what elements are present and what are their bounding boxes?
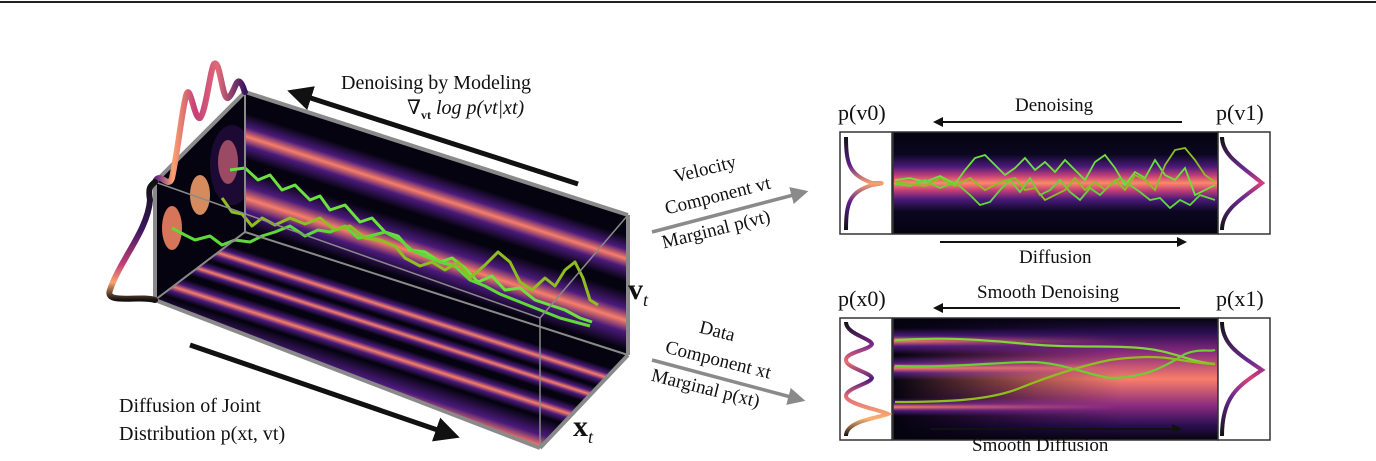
axis-x-label: xt [573, 410, 594, 447]
velocity-trajectories [894, 147, 1216, 210]
velocity-branch-arrow [651, 187, 809, 234]
joint-diffusion-label: Diffusion of Joint [119, 395, 261, 417]
diffusion-arrow [189, 342, 460, 442]
joint-left-marginal-curve [106, 179, 158, 303]
data-multimodal-bands [893, 318, 1218, 440]
denoising-modeling-label: Denoising by Modeling [341, 72, 531, 94]
p-x1-label: p(x1) [1216, 286, 1264, 311]
p-v1-curve [1220, 136, 1266, 231]
smooth-diffusion-label: Smooth Diffusion [972, 435, 1109, 456]
p-x1-curve [1220, 321, 1266, 437]
data-panel [839, 303, 1271, 441]
velocity-diffusion-label: Diffusion [1019, 247, 1092, 268]
velocity-panel [839, 117, 1271, 247]
p-x0-curve [843, 321, 893, 437]
data-branch-arrow [651, 358, 806, 405]
score-function-label: ∇vt log p(vt|xt) [407, 97, 525, 122]
p-x0-label: p(x0) [838, 286, 886, 311]
joint-top-marginal-curve [152, 60, 248, 185]
velocity-heatmap [893, 132, 1218, 234]
p-v0-curve [844, 136, 884, 231]
p-v0-label: p(v0) [838, 100, 886, 125]
joint-box-frame [153, 90, 630, 450]
p-v1-label: p(v1) [1216, 100, 1264, 125]
top-rule [0, 1, 1376, 3]
smooth-denoising-label: Smooth Denoising [977, 282, 1119, 303]
denoising-arrow [287, 86, 579, 187]
axis-v-label: vt [628, 273, 649, 310]
data-trajectories [894, 337, 1216, 404]
joint-distribution-label: Distribution p(xt, vt) [119, 423, 286, 445]
velocity-denoising-label: Denoising [1015, 95, 1094, 116]
